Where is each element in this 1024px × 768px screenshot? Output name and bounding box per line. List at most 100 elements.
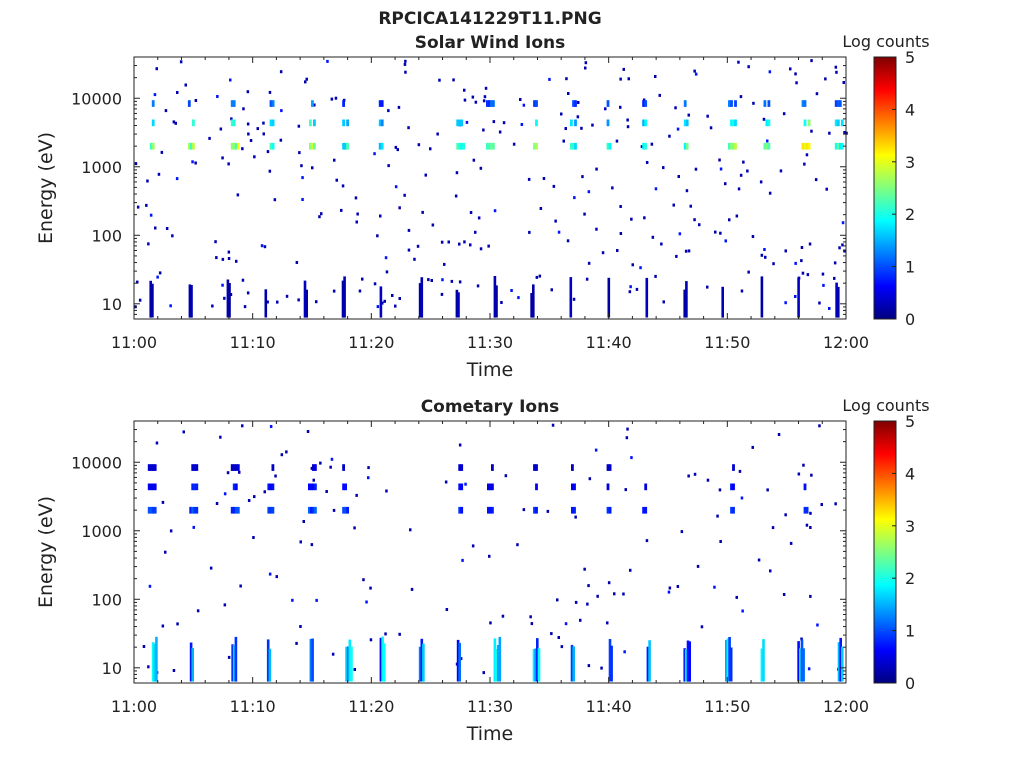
spectrogram-cell [394, 145, 398, 149]
x-tick-label: 11:30 [467, 333, 513, 352]
spectrogram-cell [268, 572, 272, 576]
spectrogram-cell [147, 464, 151, 471]
spectrogram-cell [269, 506, 273, 514]
spectrogram-cell [583, 567, 586, 571]
spectrogram-cell [662, 300, 665, 304]
spectrogram-cell [685, 189, 689, 193]
y-tick-label: 1000 [81, 158, 122, 177]
spectrogram-cell [266, 300, 269, 304]
spectrogram-cell [814, 178, 818, 182]
spectrogram-cell [629, 285, 632, 289]
spectrogram-cell [233, 645, 236, 682]
spectrogram-cell [330, 457, 334, 461]
spectrogram-cell [834, 119, 838, 127]
spectrogram-cell [343, 276, 346, 318]
spectrogram-cell [304, 80, 307, 84]
spectrogram-cell [474, 230, 477, 234]
spectrogram-cell [215, 502, 219, 505]
spectrogram-cell [243, 305, 247, 309]
spectrogram-cell [800, 639, 804, 682]
spectrogram-cell [274, 474, 277, 478]
spectrogram-cell [740, 496, 744, 500]
spectrogram-cell [295, 261, 299, 264]
spectrogram-cell [766, 488, 769, 492]
spectrogram-cell [683, 119, 687, 127]
spectrogram-cell [698, 223, 701, 227]
spectrogram-cell [760, 253, 764, 257]
spectrogram-cell [456, 142, 460, 150]
spectrogram-cell [136, 205, 140, 209]
spectrogram-cell [355, 493, 358, 497]
spectrogram-cell [769, 569, 772, 573]
spectrogram-cell [610, 645, 613, 682]
spectrogram-cell [440, 292, 444, 296]
spectrogram-cell [174, 121, 177, 125]
spectrogram-cell [462, 142, 466, 150]
spectrogram-cell [367, 466, 370, 470]
spectrogram-cell [398, 297, 401, 300]
spectrogram-cell [227, 655, 231, 659]
spectrogram-cell [148, 584, 152, 588]
spectrogram-cell [271, 142, 275, 150]
spectrogram-cell [595, 167, 598, 171]
spectrogram-cell [354, 196, 358, 200]
spectrogram-cell [644, 142, 648, 150]
spectrogram-cell [489, 621, 492, 625]
spectrogram-cell [535, 100, 538, 107]
spectrogram-cell [734, 119, 737, 127]
spectrogram-cell [460, 142, 464, 150]
spectrogram-cell [809, 526, 812, 529]
spectrogram-cell [803, 506, 807, 514]
spectrogram-cell [472, 158, 476, 162]
spectrogram-cell [149, 213, 153, 217]
spectrogram-cell [211, 304, 214, 308]
spectrogram-cell [230, 506, 234, 514]
spectrogram-cell [551, 423, 555, 427]
spectrogram-cell [724, 239, 727, 243]
spectrogram-cell [532, 649, 536, 682]
spectrogram-cell [837, 642, 841, 682]
spectrogram-cell [463, 88, 466, 92]
spectrogram-cell [311, 100, 314, 107]
spectrogram-cell [836, 119, 840, 127]
spectrogram-cell [583, 212, 586, 216]
spectrogram-cell [236, 142, 240, 150]
spectrogram-cell [312, 483, 315, 491]
spectrogram-cell [732, 464, 735, 471]
spectrogram-cell [651, 235, 655, 239]
spectrogram-cell [269, 483, 273, 491]
spectrogram-cell [644, 100, 648, 107]
spectrogram-cell [740, 289, 744, 293]
spectrogram-cell [376, 234, 379, 238]
spectrogram-cell [535, 483, 538, 491]
spectrogram-cell [394, 185, 398, 189]
spectrogram-cell [493, 638, 497, 682]
spectrogram-cell [809, 594, 812, 598]
spectrogram-cell [458, 242, 461, 246]
spectrogram-cell [367, 476, 370, 480]
spectrogram-cell [279, 70, 283, 74]
spectrogram-cell [818, 424, 821, 428]
spectrogram-cell [495, 649, 498, 682]
spectrogram-cell [615, 139, 619, 143]
spectrogram-cell [149, 280, 152, 318]
spectrogram-cell [266, 639, 270, 682]
spectrogram-cell [157, 172, 161, 176]
cometary-y-axis: 10 100 1000 10000 [71, 420, 846, 684]
spectrogram-cell [482, 671, 485, 675]
spectrogram-cell [471, 544, 475, 548]
spectrogram-cell [263, 245, 267, 249]
spectrogram-cell [800, 246, 804, 249]
spectrogram-cell [223, 296, 226, 300]
spectrogram-cell [191, 648, 194, 682]
spectrogram-cell [418, 283, 422, 318]
spectrogram-cell [604, 107, 607, 111]
spectrogram-cell [229, 78, 232, 82]
spectrogram-cell [427, 278, 430, 282]
spectrogram-cell [569, 277, 573, 318]
spectrogram-cell [373, 152, 376, 156]
spectrogram-cell [457, 292, 460, 318]
spectrogram-cell [631, 263, 634, 267]
spectrogram-cell [627, 77, 630, 81]
spectrogram-cell [487, 244, 490, 248]
